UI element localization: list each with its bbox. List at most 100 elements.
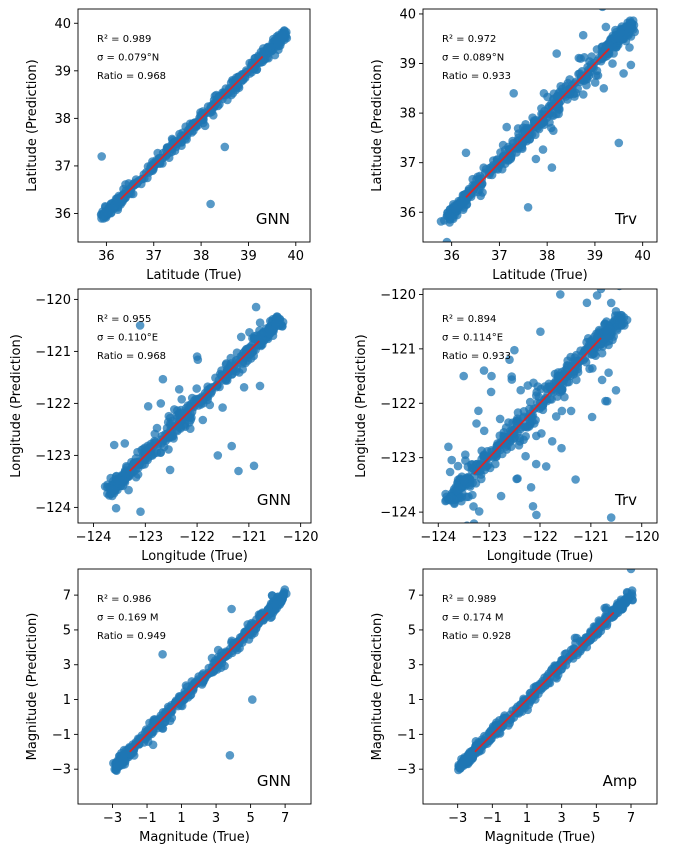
data-point: [265, 607, 275, 617]
data-point: [468, 490, 477, 500]
data-point: [513, 408, 523, 417]
x-tick-label: 7: [627, 811, 635, 826]
x-tick-label: 38: [193, 249, 210, 264]
data-point: [562, 361, 572, 370]
data-point: [608, 59, 617, 68]
data-point: [449, 200, 458, 209]
data-point: [592, 45, 602, 54]
data-point: [554, 109, 563, 119]
data-point: [538, 145, 548, 154]
model-tag: GNN: [256, 210, 290, 228]
y-tick-label: −120: [380, 288, 416, 303]
data-point: [213, 645, 223, 655]
y-tick-label: 3: [63, 658, 71, 673]
data-point: [461, 450, 470, 460]
data-point: [537, 104, 546, 113]
data-point: [578, 30, 588, 40]
data-point: [462, 200, 471, 209]
model-tag: Trv: [614, 210, 637, 228]
y-tick-label: −123: [35, 449, 71, 464]
data-point: [263, 42, 273, 52]
stat-line: Ratio = 0.928: [442, 631, 511, 642]
data-point: [552, 49, 561, 58]
data-point: [143, 402, 153, 411]
scatter-points: [441, 277, 632, 523]
data-point: [220, 142, 230, 152]
x-tick-label: −122: [522, 530, 558, 545]
data-point: [207, 387, 217, 396]
data-point: [557, 385, 567, 395]
x-tick-label: 38: [539, 249, 556, 264]
y-tick-label: −124: [35, 501, 71, 516]
x-tick-label: 39: [587, 249, 604, 264]
axes-frame: [77, 568, 312, 805]
data-point: [249, 461, 259, 471]
data-point: [167, 134, 177, 144]
panel-lon-trv: −124 −123 −122 −121 −120 −124 −123 −122 −121 −120…: [354, 277, 660, 564]
data-point: [617, 604, 626, 614]
data-point: [497, 164, 507, 174]
data-point: [157, 713, 166, 723]
data-point: [576, 54, 585, 63]
data-point: [507, 375, 517, 384]
data-point: [205, 400, 215, 410]
data-point: [158, 374, 168, 384]
data-point: [587, 633, 596, 642]
data-point: [251, 302, 261, 312]
x-tick-label: −3: [103, 811, 122, 826]
y-tick-label: −122: [35, 397, 71, 412]
data-point: [614, 138, 624, 148]
data-point: [227, 604, 236, 614]
y-tick-label: 40: [399, 7, 416, 22]
y-tick-label: 1: [63, 693, 71, 708]
data-point: [479, 426, 489, 436]
data-point: [252, 65, 261, 74]
stat-line: σ = 0.169 M: [97, 613, 159, 624]
data-point: [557, 443, 566, 453]
data-point: [505, 715, 514, 724]
data-point: [443, 208, 452, 218]
data-point: [111, 503, 121, 513]
fit-line: [473, 337, 602, 475]
fit-line: [129, 340, 260, 472]
x-tick-label: −122: [179, 530, 215, 545]
y-tick-label: 1: [408, 693, 416, 708]
x-tick-label: 39: [240, 249, 257, 264]
data-point: [597, 375, 607, 385]
data-point: [233, 637, 242, 646]
data-point: [541, 680, 551, 690]
y-tick-label: 7: [63, 589, 71, 604]
data-point: [590, 78, 600, 87]
data-point: [572, 633, 582, 643]
x-tick-label: 37: [491, 249, 508, 264]
y-tick-label: 38: [54, 112, 71, 127]
data-point: [531, 459, 541, 469]
x-tick-label: 36: [443, 249, 460, 264]
y-tick-label: −3: [52, 763, 71, 778]
data-point: [595, 617, 604, 627]
stat-line: Ratio = 0.933: [442, 71, 511, 82]
data-point: [121, 180, 130, 189]
scatter-points: [436, 9, 639, 242]
x-axis-label: Longitude (True): [487, 549, 594, 564]
data-point: [170, 405, 179, 414]
data-point: [495, 431, 505, 441]
data-point: [557, 665, 566, 674]
x-tick-label: −124: [76, 530, 112, 545]
data-point: [601, 277, 610, 286]
data-point: [264, 325, 274, 334]
data-point: [183, 413, 192, 422]
data-point: [452, 485, 462, 495]
data-point: [602, 603, 611, 612]
x-axis-label: Latitude (True): [146, 268, 241, 283]
stat-line: σ = 0.110°E: [97, 333, 158, 344]
y-axis-label: Longitude (Prediction): [354, 334, 369, 478]
data-point: [604, 368, 613, 378]
y-axis-label: Magnitude (Prediction): [370, 613, 385, 761]
data-point: [461, 148, 471, 158]
data-point: [549, 126, 558, 135]
data-point: [541, 462, 551, 471]
stat-line: Ratio = 0.968: [97, 351, 166, 362]
data-point: [115, 761, 124, 770]
fit-line: [119, 55, 264, 200]
